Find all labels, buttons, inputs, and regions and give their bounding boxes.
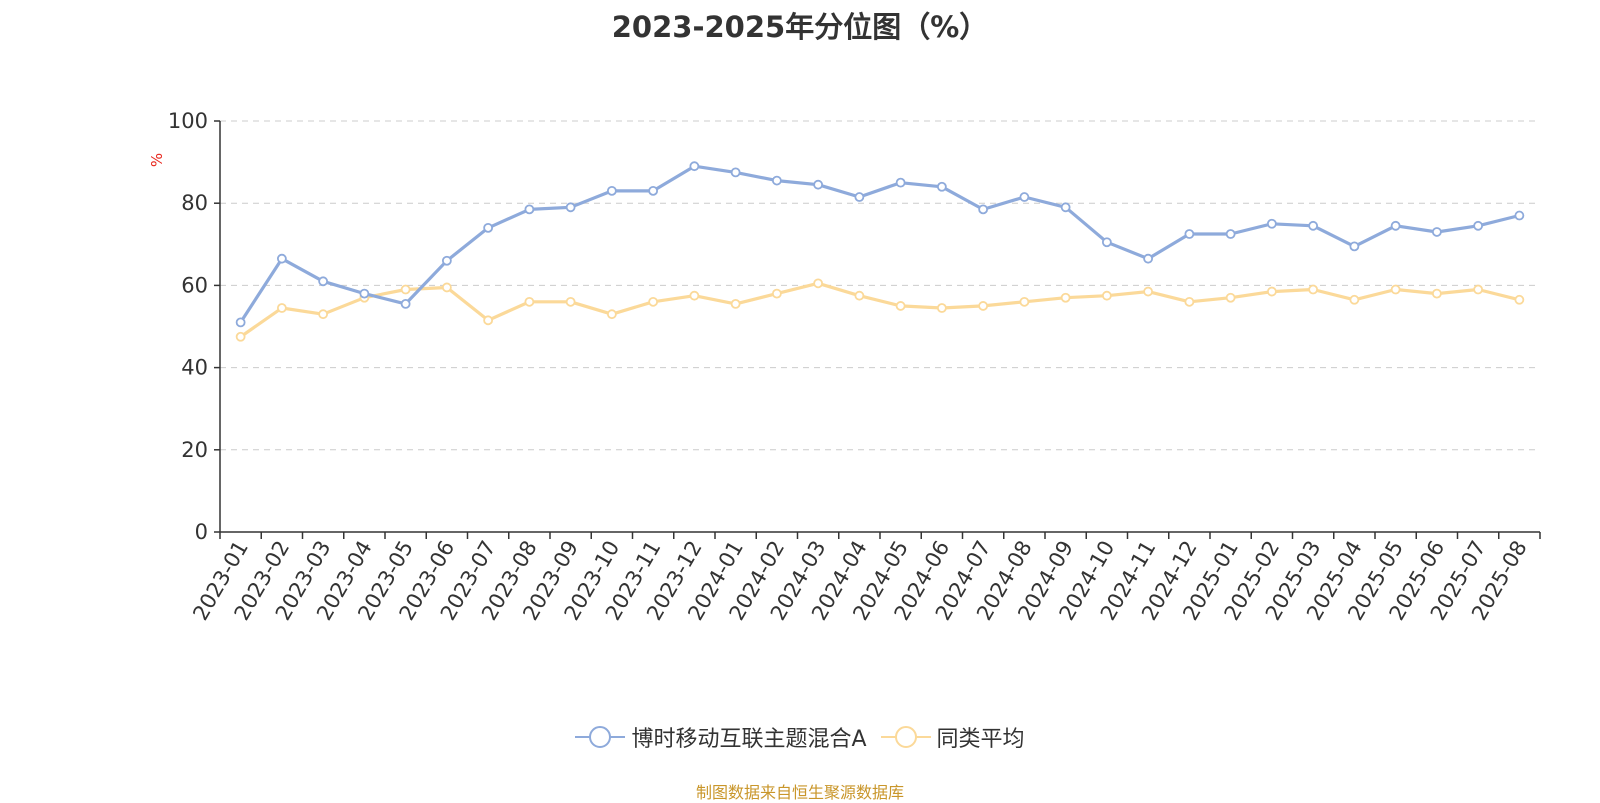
y-tick-label: 100	[168, 109, 208, 133]
data-point	[730, 298, 741, 309]
data-point	[1019, 192, 1030, 202]
data-point	[813, 278, 824, 289]
series-layer	[235, 161, 1525, 342]
data-point	[1349, 294, 1360, 305]
data-point	[1266, 286, 1277, 297]
data-point	[1266, 218, 1277, 229]
data-point	[936, 303, 947, 313]
series-line	[239, 164, 1520, 324]
data-point	[276, 303, 287, 313]
data-point	[1101, 290, 1112, 301]
data-point	[1514, 210, 1525, 221]
data-point	[1143, 286, 1154, 297]
chart-title: 2023-2025年分位图（%）	[611, 10, 989, 44]
legend-marker-fund-icon	[575, 726, 626, 748]
y-tick-label: 40	[181, 356, 208, 380]
data-point	[276, 253, 287, 264]
legend-label-peer-average: 同类平均	[936, 727, 1025, 752]
data-point	[689, 290, 700, 301]
data-point	[606, 309, 617, 320]
data-point	[895, 301, 906, 311]
data-point	[1349, 241, 1360, 252]
data-point	[1184, 296, 1195, 307]
data-point	[936, 181, 947, 192]
data-point	[895, 177, 906, 188]
data-point	[813, 179, 824, 190]
data-point	[771, 288, 782, 299]
data-point	[1473, 220, 1484, 231]
legend-label-fund: 博时移动互联主题混合A	[631, 727, 867, 752]
data-point	[648, 296, 659, 307]
y-tick-label: 0	[195, 520, 208, 544]
data-point	[441, 282, 452, 293]
series-line	[239, 281, 1520, 339]
gridlines	[220, 120, 1540, 451]
y-tick-label: 20	[181, 438, 208, 462]
legend-item-peer-average[interactable]: 同类平均	[880, 721, 1025, 753]
data-point	[1308, 220, 1319, 231]
data-point	[524, 296, 535, 307]
data-point	[1431, 227, 1442, 237]
source-note: 制图数据来自恒生聚源数据库	[695, 783, 904, 802]
data-point	[1184, 229, 1195, 239]
y-tick-label: 80	[181, 191, 208, 215]
data-point	[1390, 220, 1401, 231]
data-point	[854, 192, 865, 202]
legend: 博时移动互联主题混合A 同类平均	[0, 720, 1600, 754]
legend-item-fund[interactable]: 博时移动互联主题混合A	[575, 721, 867, 753]
axes: 0204060801002023-012023-022023-032023-04…	[168, 109, 1541, 624]
data-point	[1514, 294, 1525, 305]
data-point	[441, 255, 452, 266]
data-point	[483, 222, 494, 233]
data-point	[565, 202, 576, 213]
data-point	[400, 284, 411, 295]
data-point	[235, 317, 246, 328]
data-point	[1390, 284, 1401, 295]
y-tick-label: 60	[181, 273, 208, 297]
data-point	[978, 301, 989, 311]
data-point	[1225, 229, 1236, 239]
data-point	[318, 276, 329, 287]
data-point	[1060, 202, 1071, 213]
legend-marker-peer-average-icon	[880, 726, 931, 748]
data-point	[318, 309, 329, 320]
data-point	[1060, 292, 1071, 303]
data-point	[359, 288, 370, 299]
data-point	[235, 331, 246, 342]
series-fund	[235, 161, 1525, 328]
data-point	[1431, 288, 1442, 299]
data-point	[648, 185, 659, 196]
data-point	[730, 167, 741, 178]
series-peer-average	[235, 278, 1525, 342]
data-point	[1019, 296, 1030, 307]
data-point	[1101, 237, 1112, 248]
data-point	[565, 296, 576, 307]
data-point	[1308, 284, 1319, 295]
data-point	[524, 204, 535, 215]
data-point	[400, 298, 411, 309]
data-point	[978, 204, 989, 215]
data-point	[1143, 253, 1154, 264]
data-point	[1473, 284, 1484, 295]
data-point	[483, 315, 494, 326]
y-axis-unit-label: %	[148, 153, 166, 167]
data-point	[771, 175, 782, 186]
data-point	[1225, 292, 1236, 303]
data-point	[854, 290, 865, 301]
data-point	[606, 185, 617, 196]
data-point	[689, 161, 700, 172]
